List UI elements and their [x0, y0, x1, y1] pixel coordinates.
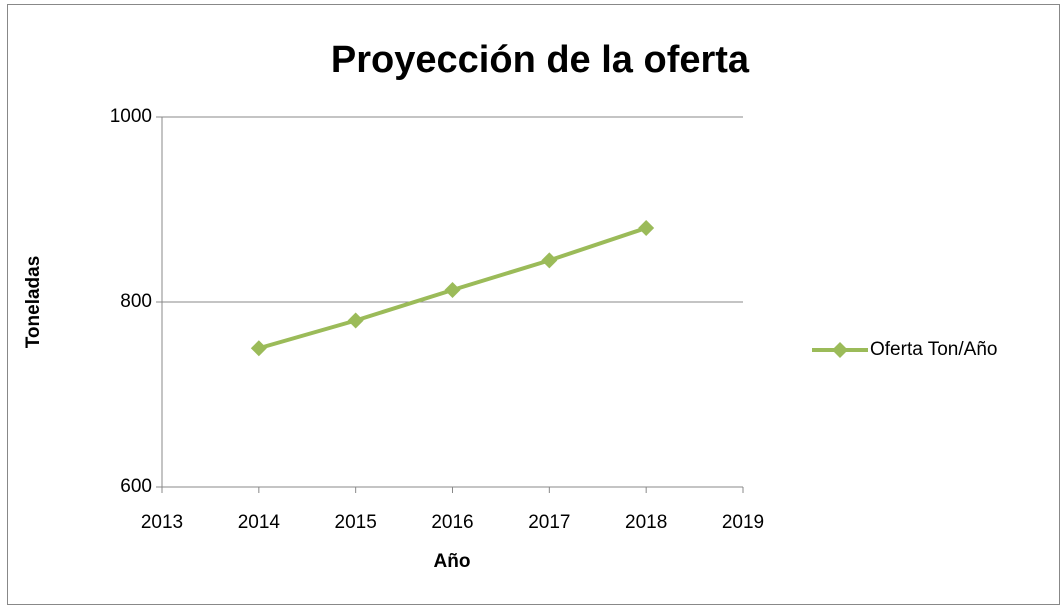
y-tick-label: 800: [120, 291, 152, 312]
marker: [638, 220, 655, 236]
x-tick-label: 2014: [238, 512, 281, 533]
x-tick-label: 2017: [528, 512, 570, 533]
marker: [250, 340, 267, 357]
x-tick-label: 2016: [431, 512, 473, 533]
y-tick-label: 600: [120, 476, 152, 497]
y-axis-title: Toneladas: [23, 256, 44, 349]
legend-marker: [832, 342, 848, 358]
marker: [444, 281, 461, 298]
x-axis-title: Año: [434, 551, 471, 572]
marker: [347, 312, 364, 329]
x-tick-label: 2013: [141, 512, 183, 533]
x-tick-label: 2015: [335, 512, 377, 533]
x-tick-label: 2019: [722, 512, 764, 533]
chart-frame: [7, 4, 1060, 605]
chart-title: Proyección de la oferta: [331, 39, 750, 81]
legend-label: Oferta Ton/Año: [870, 339, 997, 360]
x-tick-label: 2018: [625, 512, 667, 533]
marker: [541, 252, 558, 269]
y-tick-label: 1000: [110, 106, 152, 127]
